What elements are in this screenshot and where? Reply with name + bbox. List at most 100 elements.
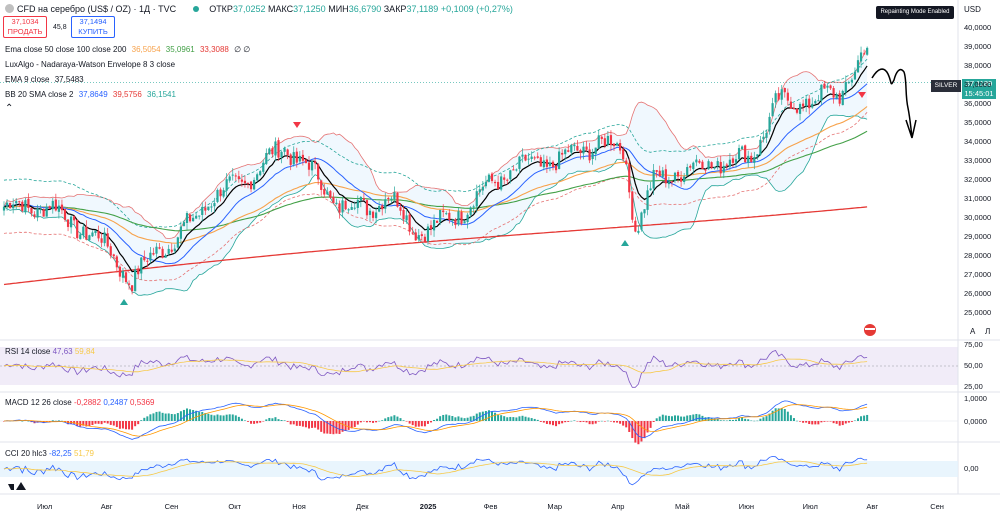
- legend-ema[interactable]: Ema close 50 close 100 close 200 36,5054…: [5, 44, 253, 55]
- macd-histogram-bar: [204, 413, 207, 421]
- candle-body: [750, 155, 753, 162]
- candle-body: [384, 199, 387, 209]
- candle-body: [347, 209, 350, 211]
- macd-histogram-bar: [667, 415, 670, 421]
- candle-body: [762, 136, 765, 140]
- macd-axis-1: 1,0000: [964, 394, 987, 403]
- macd-histogram-bar: [198, 411, 201, 421]
- candle-body: [524, 154, 527, 161]
- currency-label[interactable]: USD: [964, 5, 981, 14]
- silver-coin-icon: [5, 4, 14, 13]
- candle-body: [866, 47, 869, 55]
- log-scale-button[interactable]: Л: [985, 327, 991, 336]
- macd-histogram-bar: [362, 421, 365, 422]
- legend-bb[interactable]: BB 20 SMA close 2 37,8649 39,5756 36,154…: [5, 89, 179, 100]
- candle-body: [234, 175, 237, 177]
- sell-button[interactable]: 37,1034 ПРОДАТЬ: [3, 16, 47, 38]
- price-axis-label: 29,0000: [964, 232, 992, 241]
- macd-histogram-bar: [756, 420, 759, 422]
- macd-histogram-bar: [176, 413, 179, 421]
- macd-histogram-bar: [381, 420, 384, 421]
- candle-body: [536, 156, 539, 158]
- candle-body: [332, 196, 335, 204]
- candle-body: [225, 179, 228, 191]
- candle-body: [753, 157, 756, 163]
- rsi-legend[interactable]: RSI 14 close 47,63 59,84: [5, 347, 95, 356]
- candle-body: [808, 98, 811, 109]
- macd-histogram-bar: [149, 414, 152, 421]
- cci-label: CCI 20 hlc3: [5, 449, 47, 458]
- macd-histogram-bar: [600, 420, 603, 422]
- macd-histogram-bar: [741, 417, 744, 421]
- macd-legend[interactable]: MACD 12 26 close -0,2882 0,2487 0,5369: [5, 398, 154, 407]
- macd-histogram-bar: [686, 415, 689, 421]
- candle-body: [591, 152, 594, 160]
- time-axis-label: Июн: [738, 502, 754, 511]
- symbol-title[interactable]: CFD на серебро (US$ / OZ) · 1Д · TVC ОТК…: [5, 4, 513, 15]
- legend-ema9[interactable]: EMA 9 close 37,5483: [5, 74, 87, 85]
- macd-histogram-bar: [115, 421, 118, 428]
- macd-histogram-bar: [613, 421, 615, 423]
- macd-histogram-bar: [338, 421, 341, 434]
- candle-body: [747, 155, 750, 163]
- macd-histogram-bar: [844, 421, 847, 424]
- candle-body: [408, 214, 411, 232]
- candle-body: [826, 85, 829, 88]
- candle-body: [88, 235, 91, 241]
- candle-body: [731, 158, 735, 163]
- buy-button[interactable]: 37,1494 КУПИТЬ: [71, 16, 115, 38]
- macd-histogram-bar: [533, 418, 536, 421]
- legend-nw[interactable]: LuxAlgo - Nadaraya-Watson Envelope 8 3 c…: [5, 59, 178, 70]
- candle-body: [365, 200, 369, 216]
- macd-histogram-bar: [277, 419, 280, 421]
- macd-histogram-bar: [417, 421, 420, 427]
- candle-body: [545, 159, 548, 167]
- candle-body: [670, 181, 674, 183]
- macd-histogram-bar: [396, 416, 399, 421]
- macd-histogram-bar: [405, 421, 408, 422]
- macd-histogram-bar: [97, 421, 100, 424]
- candle-body: [405, 215, 408, 221]
- macd-histogram-bar: [301, 421, 304, 427]
- auto-scale-button[interactable]: A: [970, 327, 976, 336]
- macd-histogram-bar: [713, 418, 716, 421]
- time-axis-label: Авг: [866, 502, 879, 511]
- candle-body: [402, 209, 405, 220]
- candle-body: [109, 246, 112, 256]
- macd-histogram-bar: [234, 415, 237, 421]
- candle-body: [344, 200, 347, 210]
- candle-body: [140, 257, 143, 274]
- macd-histogram-bar: [850, 421, 853, 422]
- candle-body: [164, 255, 167, 258]
- cci-line: [3, 455, 868, 486]
- candle-body: [838, 93, 841, 104]
- candle-body: [780, 89, 783, 100]
- candle-body: [829, 85, 832, 89]
- candle-body: [307, 162, 311, 170]
- candle-body: [832, 88, 835, 98]
- macd-histogram-bar: [552, 421, 554, 426]
- candle-body: [585, 146, 588, 150]
- macd-histogram-bar: [195, 410, 198, 421]
- cci-legend[interactable]: CCI 20 hlc3 -82,25 51,79: [5, 449, 94, 458]
- candle-body: [216, 189, 219, 202]
- candle-body: [54, 199, 57, 211]
- macd-histogram-bar: [576, 421, 579, 422]
- candle-body: [82, 226, 85, 236]
- candle-body: [182, 222, 186, 227]
- time-axis-label: Авг: [100, 502, 113, 511]
- candle-body: [317, 164, 320, 180]
- candle-body: [356, 199, 359, 208]
- macd-histogram-bar: [597, 421, 600, 422]
- candle-body: [45, 206, 48, 217]
- macd-histogram-bar: [548, 421, 551, 425]
- macd-histogram-bar: [347, 421, 350, 430]
- macd-histogram-bar: [219, 415, 222, 421]
- candle-body: [521, 154, 524, 157]
- legend-collapse-chevron-icon[interactable]: ⌃: [5, 103, 14, 114]
- candle-body: [341, 200, 344, 213]
- candle-body: [582, 146, 585, 154]
- candle-body: [518, 156, 521, 169]
- candle-body: [835, 94, 838, 99]
